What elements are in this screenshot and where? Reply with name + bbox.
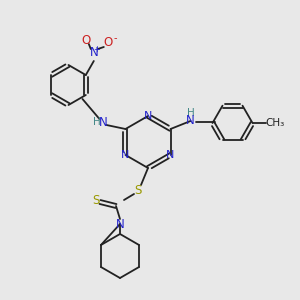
Text: N: N <box>121 150 130 160</box>
Text: N: N <box>166 150 175 160</box>
Text: N: N <box>99 116 108 130</box>
Text: S: S <box>92 194 100 206</box>
Text: H: H <box>93 117 101 127</box>
Text: N: N <box>89 46 98 59</box>
Text: S: S <box>134 184 142 196</box>
Text: H: H <box>187 108 194 118</box>
Text: CH₃: CH₃ <box>265 118 284 128</box>
Text: +: + <box>93 44 100 53</box>
Text: O: O <box>81 34 90 47</box>
Text: O: O <box>103 37 112 50</box>
Text: N: N <box>144 111 152 121</box>
Text: N: N <box>186 115 195 128</box>
Text: N: N <box>116 218 124 230</box>
Text: -: - <box>113 33 117 43</box>
